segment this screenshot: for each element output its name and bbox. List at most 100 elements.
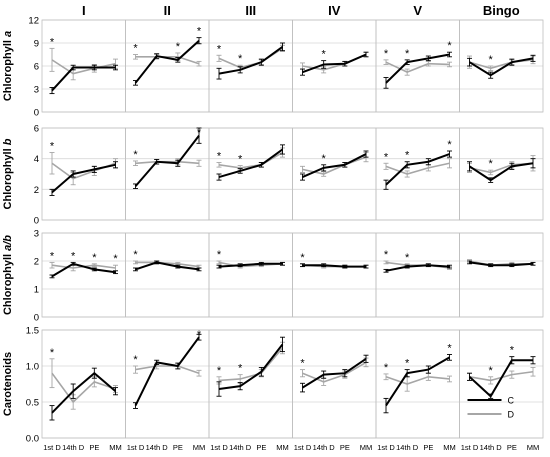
y-axis-label-row-4: Carotenoids [2,352,14,416]
series-line-C [134,39,200,84]
significance-star: * [133,249,138,261]
panel-r3-c2: * [125,232,210,318]
significance-star: * [300,252,305,264]
significance-star: * [489,158,494,170]
series-line-C [218,262,283,268]
series-line-C [218,148,284,179]
y-tick-label: 0 [34,216,39,227]
series-line-C [385,356,451,407]
significance-star: * [384,48,389,60]
significance-star: * [384,151,389,163]
series-line-D [218,47,283,69]
panel-r1-c3: ** [208,19,293,113]
panel-r1-c2: * * * [125,19,210,113]
panel-r2-c5: * * * [375,127,460,221]
significance-star: * [217,43,222,55]
series-line-D [302,53,367,71]
panel-r2-c1: * [41,127,126,221]
significance-star: * [50,347,55,359]
series-line-D [385,375,450,385]
series-line-C [218,343,284,391]
y-tick-label: 0.0 [26,434,39,445]
y-axis-label-row-2: Chlorophyll b [2,138,14,209]
significance-star: * [238,363,243,375]
x-tick-label: PE [507,443,517,452]
x-tick-label: MM [109,443,122,452]
significance-star: * [92,252,97,264]
legend: CD [467,396,515,420]
series-line-C [135,261,200,271]
series-line-D [135,261,200,268]
y-axis-label-main: Chlorophyll [2,148,14,209]
panel-r1-c1: * [41,19,126,113]
y-tick-label: 0 [34,108,39,119]
significance-star: * [50,36,55,48]
panel-r4-c6: ** [459,329,544,439]
significance-star: * [322,49,327,61]
significance-star: * [238,53,243,65]
panel-r2-c4: * [292,127,377,221]
x-tick-label: 1st D [461,443,479,452]
column-header-ii: II [164,3,171,18]
series-line-C [302,264,366,268]
significance-star: * [238,154,243,166]
panel-r4-c4: * [292,329,377,439]
significance-star: * [384,249,389,261]
y-tick-label: 2 [34,185,39,196]
column-header-iv: IV [328,3,341,18]
series-line-C [302,53,367,74]
series-line-C [51,163,116,194]
series-line-C [385,153,450,186]
y-tick-label: 6 [34,62,39,73]
significance-star: * [447,342,452,354]
panel-r2-c6: * [459,127,544,221]
series-line-C [301,357,367,389]
panel-r2-c2: ** [125,127,210,221]
x-tick-label: PE [423,443,433,452]
x-tick-label: 1st D [43,443,61,452]
significance-star: * [489,365,494,377]
y-tick-label: 1 [34,285,39,296]
panel-r3-c6 [459,232,544,318]
panel-border [292,329,377,439]
panel-r3-c5: * * [375,232,460,318]
series-line-D [385,162,450,175]
series-line-D [302,361,367,383]
significance-star: * [510,345,515,357]
significance-star: * [133,149,138,161]
x-tick-label: PE [340,443,350,452]
panel-border [125,127,210,221]
significance-star: * [447,139,452,151]
significance-star: * [405,150,410,162]
panel-border [459,127,544,221]
y-tick-label: 3 [34,85,39,96]
x-tick-label: MM [193,443,206,452]
x-tick-label: 1st D [210,443,228,452]
panel-r4-c5: * * * [375,329,460,439]
panel-border [375,232,460,318]
y-axis-label-main: Chlorophyll [2,40,14,101]
series-line-D [135,55,200,65]
y-tick-label: 2 [34,257,39,268]
y-tick-label: 0.5 [26,398,39,409]
x-tick-label: 14th D [146,443,169,452]
x-tick-label: 14th D [62,443,85,452]
y-tick-label: 1.5 [26,326,39,337]
x-tick-label: 14th D [313,443,336,452]
x-tick-label: 14th D [480,443,503,452]
series-line-C [51,66,116,92]
panel-border [292,127,377,221]
significance-star: * [300,358,305,370]
column-header-v: V [413,3,422,18]
significance-star: * [71,250,76,262]
column-header-i: I [82,3,86,18]
significance-star: * [405,358,410,370]
x-tick-label: 1st D [294,443,312,452]
legend-label-D: D [508,410,515,420]
y-axis-label-text: Chlorophyll a [2,31,14,101]
panel-r4-c1: * [41,329,126,439]
x-tick-label: MM [527,443,540,452]
y-axis-label-text: Chlorophyll a/b [2,235,14,315]
significance-star: * [322,153,327,165]
